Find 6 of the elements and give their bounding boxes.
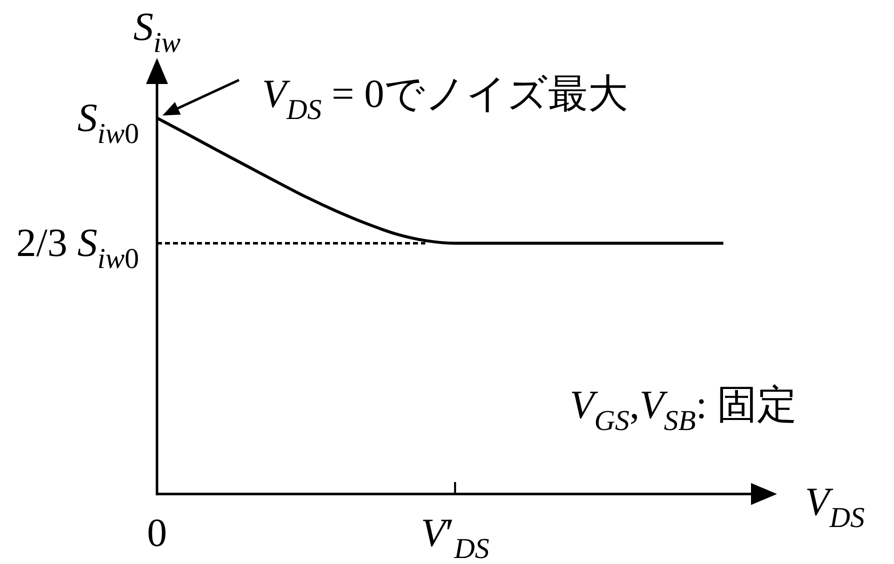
- x-tick-label: 0: [147, 510, 167, 555]
- annotation: V$_{DS}$ = 0でノイズ最大: [262, 71, 628, 126]
- y-axis-title: S$_{iw}$: [133, 4, 181, 59]
- annotation: V$_{GS}$,V$_{SB}$: 固定: [570, 382, 797, 437]
- x-axis-title: V$_{DS}$: [805, 479, 865, 534]
- x-tick-label: V′$_{DS}$: [420, 510, 490, 564]
